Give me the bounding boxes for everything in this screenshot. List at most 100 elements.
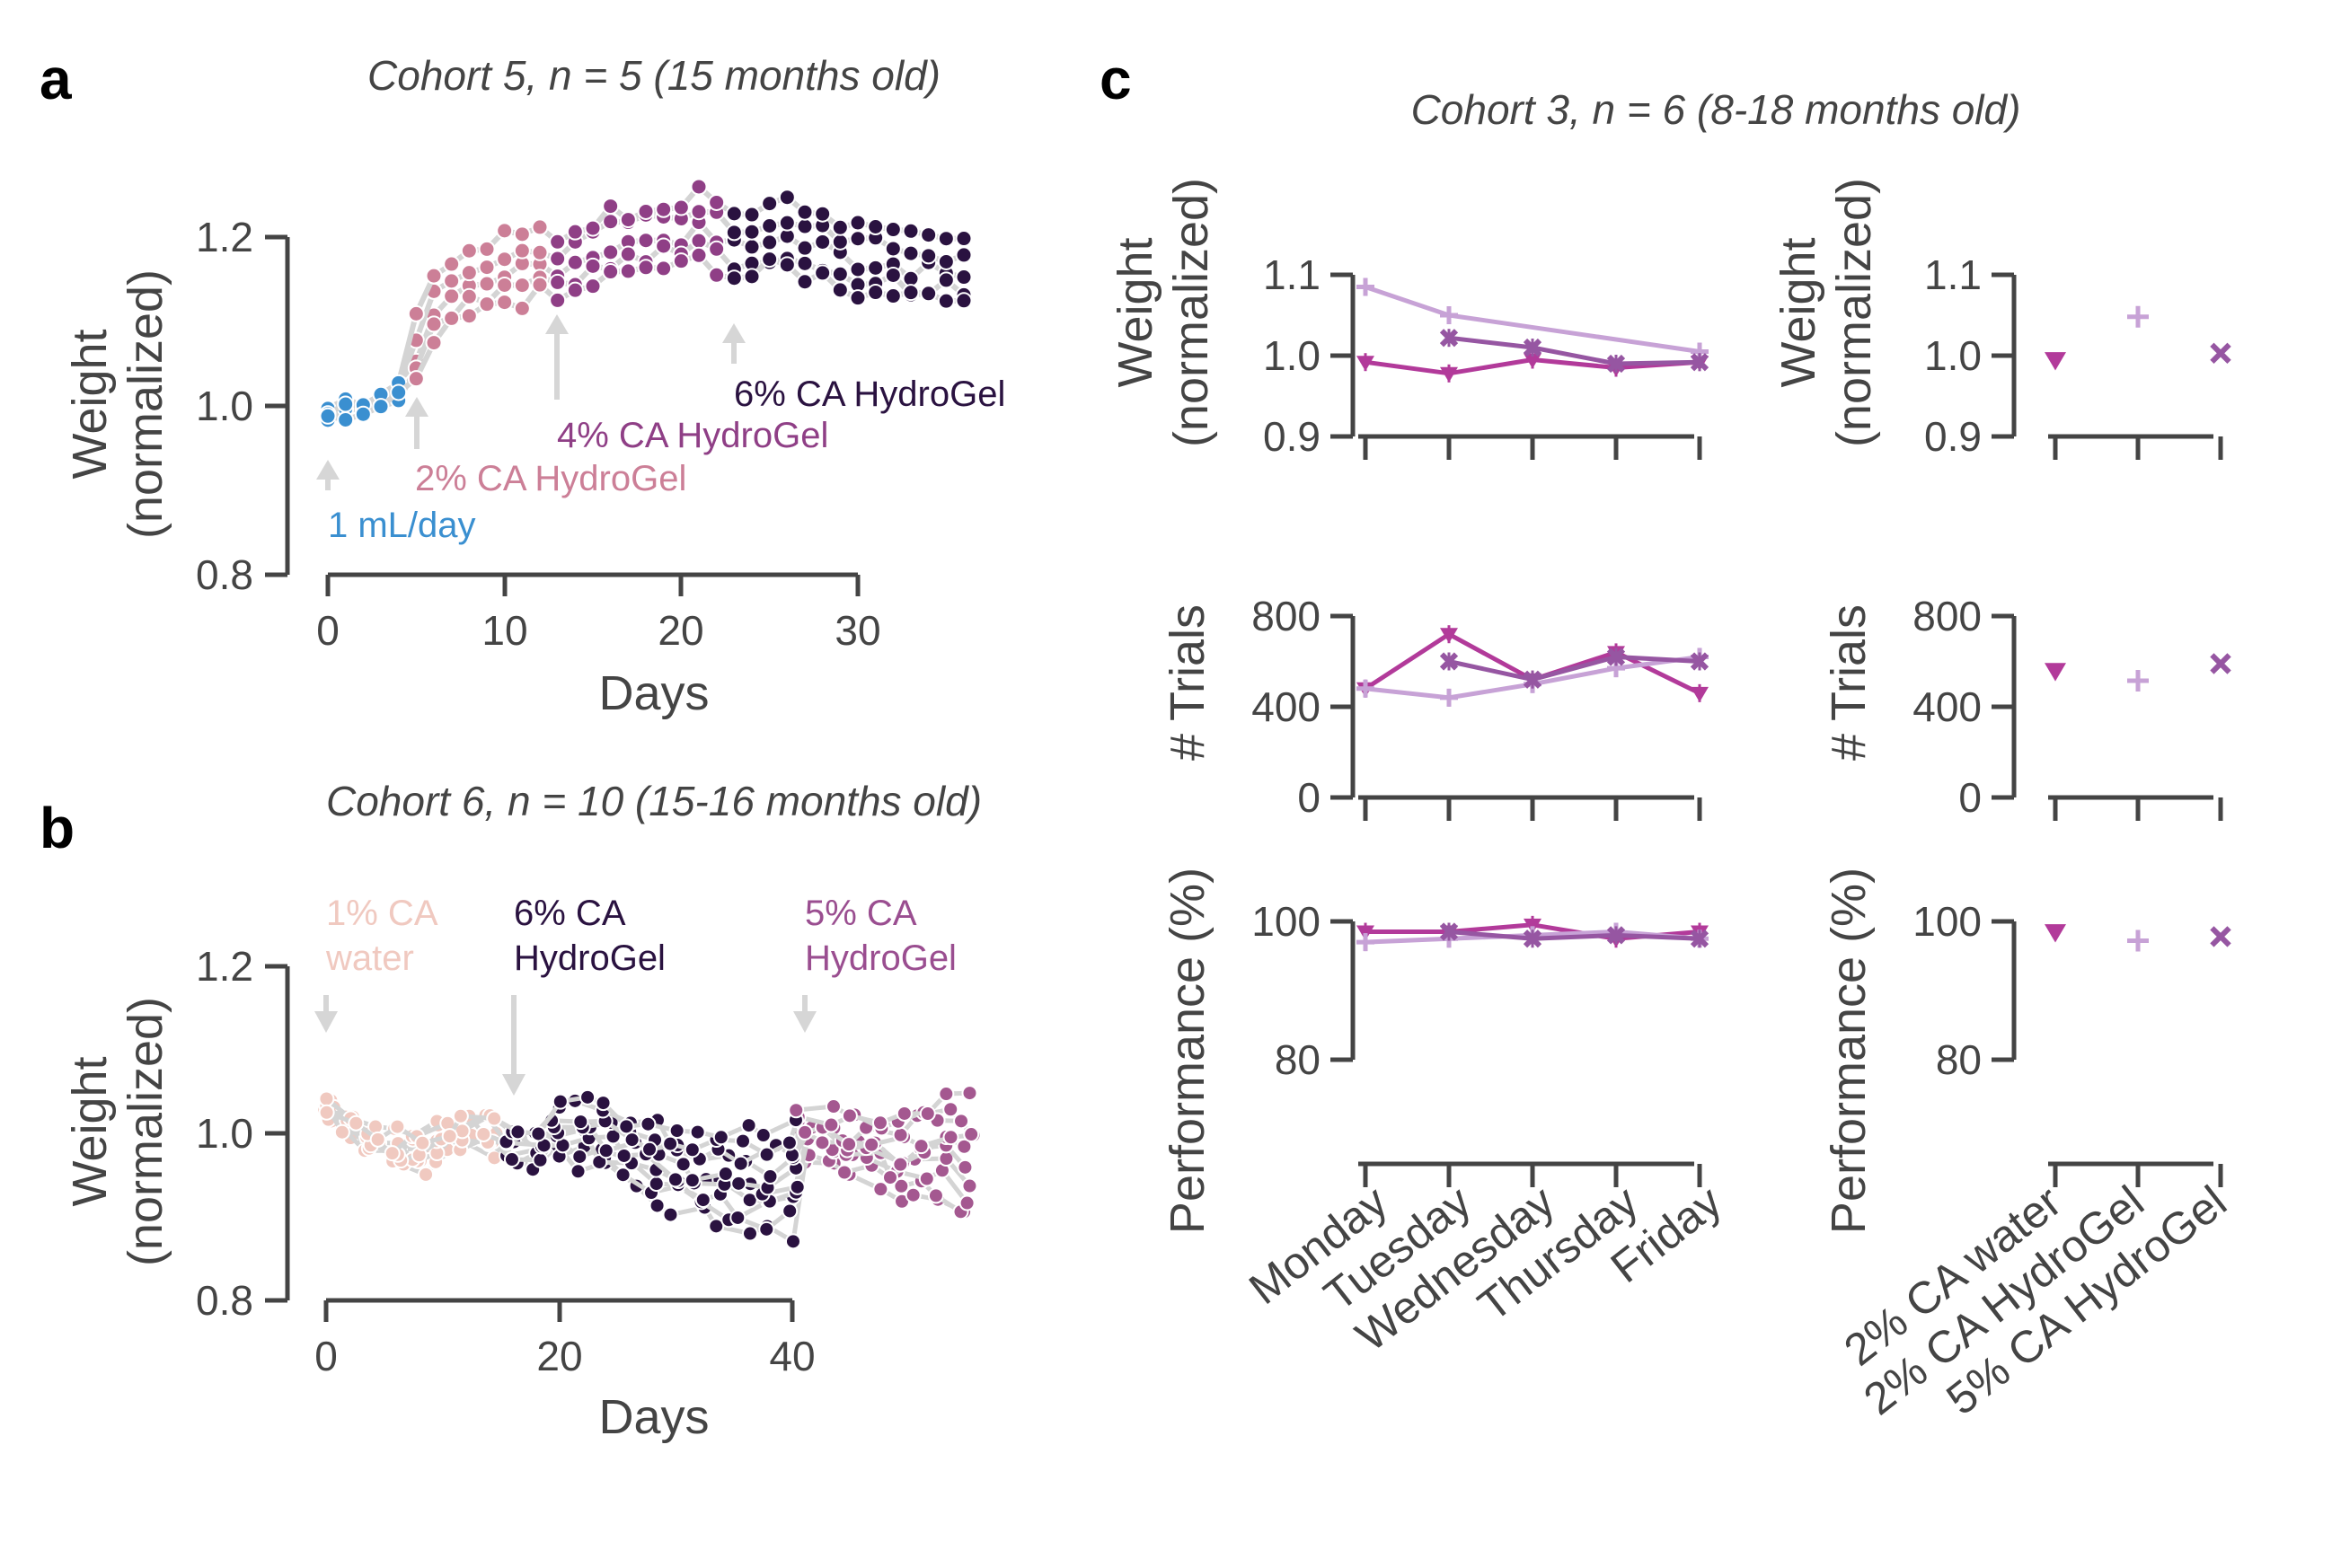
data-point [425, 315, 443, 333]
panel-a: a Cohort 5, n = 5 (15 months old) Weight… [40, 47, 1005, 720]
data-point [942, 1129, 959, 1146]
data-point [602, 198, 620, 216]
condition-mean-point [2045, 924, 2066, 943]
data-point [902, 222, 920, 240]
data-point [1523, 338, 1542, 357]
data-point [958, 1194, 976, 1211]
c-trials-ytick-label: 800 [1251, 593, 1321, 639]
data-point [496, 294, 514, 312]
data-point [641, 1141, 658, 1158]
data-point [893, 1177, 910, 1194]
data-point [452, 1107, 469, 1124]
data-point [882, 1169, 899, 1186]
c-weight-ytick-label: 1.1 [1263, 251, 1321, 298]
panel-a-xtick-label: 10 [481, 607, 527, 654]
data-point [684, 1172, 701, 1189]
data-point [595, 1095, 612, 1112]
panel-b-ytick-label: 1.2 [196, 943, 253, 990]
data-point [956, 1138, 973, 1155]
c-right-perf-ytick-label: 100 [1912, 898, 1982, 945]
data-point [918, 1170, 935, 1187]
data-point [552, 1093, 569, 1110]
data-point [796, 239, 814, 257]
data-point [572, 1114, 589, 1131]
data-point [675, 1156, 692, 1173]
data-point [743, 206, 761, 224]
data-point [1523, 929, 1542, 948]
panel-a-title: Cohort 5, n = 5 (15 months old) [367, 52, 941, 99]
data-point [478, 240, 496, 258]
data-point [849, 260, 867, 278]
data-point [871, 1114, 888, 1132]
c-right-weight-ytick-label: 1.0 [1924, 332, 1982, 379]
data-point [961, 1177, 978, 1194]
data-point [863, 1136, 880, 1153]
data-point [953, 1113, 970, 1130]
data-point [963, 1126, 980, 1143]
panel-b-letter: b [40, 796, 75, 860]
panel-a-xtick-label: 30 [835, 607, 880, 654]
data-point [884, 221, 902, 239]
panel-c-right-weight-ylabel-1: Weight [1771, 237, 1825, 387]
series-line [1448, 929, 1700, 941]
data-point [1523, 670, 1542, 689]
data-point [566, 281, 584, 299]
data-point [441, 1128, 458, 1145]
data-point [784, 1233, 801, 1250]
data-point [782, 1202, 799, 1220]
data-point [694, 1192, 711, 1209]
data-point [690, 178, 708, 196]
data-point [942, 1101, 959, 1118]
annotation-6pct-hydrogel: 6% CA HydroGel [734, 374, 1005, 414]
data-point [755, 1127, 772, 1144]
data-point [478, 275, 496, 293]
data-point [1356, 356, 1374, 372]
data-point [531, 218, 549, 236]
data-point [1606, 647, 1626, 666]
data-point [690, 232, 708, 250]
panel-b-xtick-label: 0 [314, 1333, 338, 1379]
panel-b-title: Cohort 6, n = 10 (15-16 months old) [326, 778, 982, 824]
c-right-trials-ytick-label: 400 [1912, 683, 1982, 730]
data-point [796, 203, 814, 221]
data-point [740, 1117, 757, 1134]
data-point [725, 205, 743, 223]
data-point [318, 1104, 335, 1121]
data-point [549, 250, 567, 268]
data-point [955, 269, 973, 286]
arrow-head [405, 397, 428, 417]
panel-b-plot-area [316, 1085, 982, 1250]
data-point [513, 299, 531, 317]
data-point [478, 259, 496, 277]
panel-c-right-trials-ylabel: # Trials [1822, 604, 1876, 761]
data-point [513, 242, 531, 260]
data-point [369, 1131, 386, 1148]
data-point [623, 1132, 640, 1149]
panel-b-xtick-label: 20 [536, 1333, 582, 1379]
panel-c-right-weight-ylabel-2: (normalized) [1827, 178, 1881, 447]
data-point [690, 246, 708, 264]
data-point [549, 291, 567, 309]
data-point [672, 198, 690, 216]
panel-a-xtick-label: 20 [658, 607, 703, 654]
data-point [662, 1135, 679, 1152]
data-point [584, 277, 602, 295]
data-point [778, 214, 796, 232]
data-point [597, 1142, 614, 1159]
data-point [509, 1123, 526, 1141]
panel-a-xlabel: Days [598, 666, 709, 720]
data-point [579, 1088, 596, 1106]
data-point [725, 224, 743, 242]
data-point [796, 254, 814, 272]
data-point [618, 1118, 635, 1135]
data-point [549, 233, 567, 251]
panel-a-phase-arrows [316, 314, 746, 490]
data-point [318, 1090, 335, 1107]
c-right-weight-ytick-label: 0.9 [1924, 413, 1982, 460]
data-point [758, 1220, 775, 1238]
data-point [892, 1156, 909, 1173]
data-point [920, 285, 938, 303]
annotation-2pct-hydrogel: 2% CA HydroGel [415, 459, 686, 498]
data-point [892, 1126, 909, 1143]
data-point [615, 1147, 632, 1164]
